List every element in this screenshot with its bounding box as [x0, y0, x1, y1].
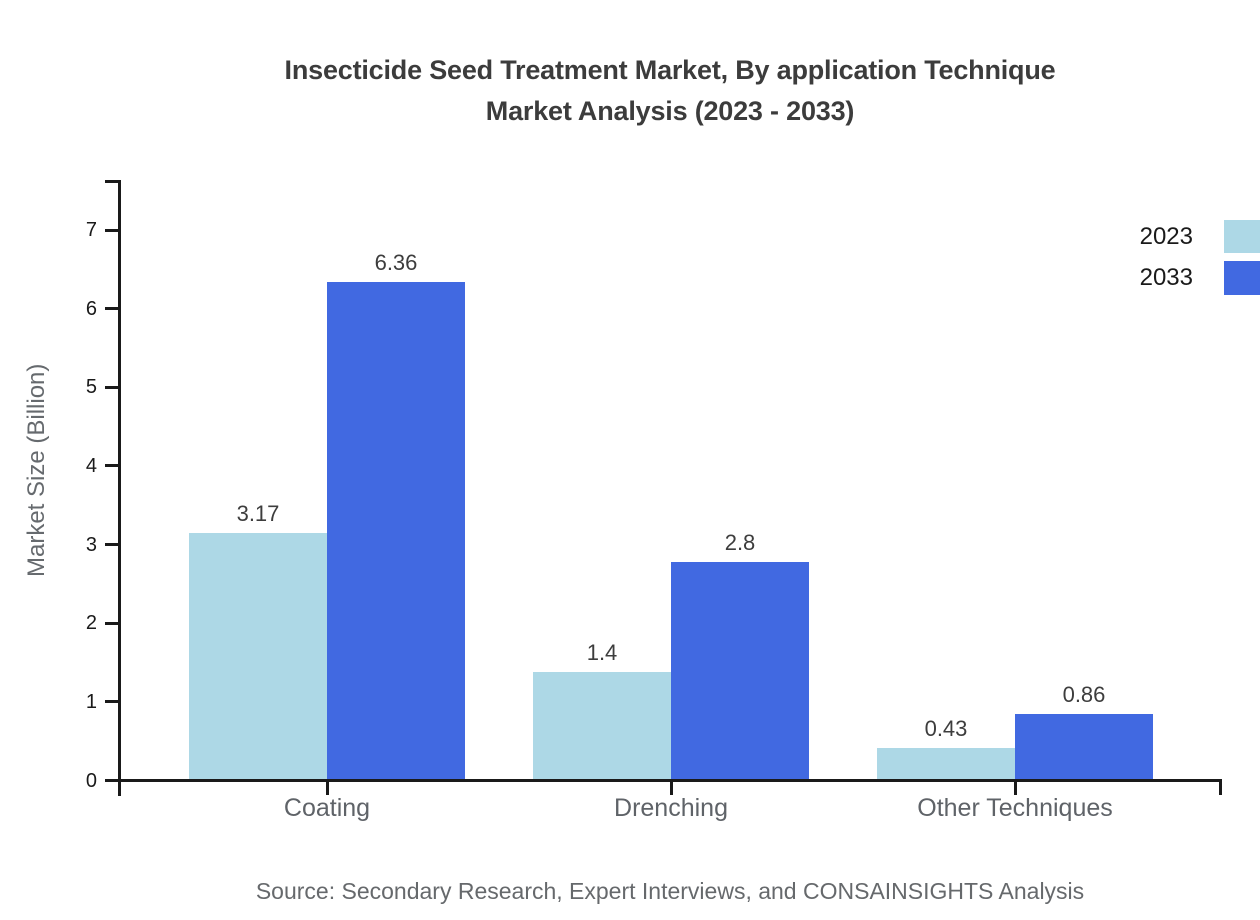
y-tick-0	[105, 779, 118, 782]
y-axis-end-cap	[105, 180, 118, 183]
y-tick-3	[105, 543, 118, 547]
bar-2023-drenching	[533, 671, 671, 782]
x-tick-coating	[325, 782, 329, 795]
bar-2033-drenching	[671, 561, 809, 782]
y-tick-5	[105, 385, 118, 389]
value-label-2023-drenching: 1.4	[586, 639, 618, 665]
bar-2023-other-techniques	[877, 748, 1015, 782]
y-tick-7	[105, 228, 118, 232]
x-axis-line	[118, 779, 1222, 782]
y-tick-label-6: 6	[85, 297, 97, 320]
value-label-2033-other-techniques: 0.86	[1062, 682, 1106, 708]
legend-label-2033: 2033	[1139, 264, 1193, 291]
y-tick-label-4: 4	[85, 454, 97, 477]
chart-title-line2: Market Analysis (2023 - 2033)	[485, 96, 855, 126]
y-axis-title: Market Size (Billion)	[23, 363, 50, 577]
bar-2023-coating	[189, 532, 327, 782]
chart-title-line1: Insecticide Seed Treatment Market, By ap…	[284, 55, 1056, 85]
x-tick-other-techniques	[1013, 782, 1017, 795]
legend-swatch-2033	[1224, 261, 1260, 295]
chart-title: Insecticide Seed Treatment Market, By ap…	[80, 50, 1260, 132]
y-axis-line	[118, 180, 121, 796]
category-label-other-techniques: Other Techniques	[917, 794, 1113, 822]
y-tick-2	[105, 621, 118, 625]
y-tick-label-0: 0	[85, 769, 97, 792]
y-tick-label-3: 3	[85, 533, 97, 556]
source-note: Source: Secondary Research, Expert Inter…	[255, 878, 1085, 904]
value-label-2033-drenching: 2.8	[724, 529, 756, 555]
legend-swatch-2023	[1224, 220, 1260, 253]
value-label-2033-coating: 6.36	[374, 249, 418, 275]
y-tick-4	[105, 464, 118, 468]
x-axis-end-cap	[1219, 779, 1222, 795]
category-label-coating: Coating	[283, 794, 371, 822]
value-label-2023-other-techniques: 0.43	[924, 716, 968, 742]
legend-label-2023: 2023	[1139, 223, 1193, 250]
x-tick-drenching	[669, 782, 673, 795]
y-tick-label-5: 5	[85, 376, 97, 399]
bar-2033-coating	[327, 281, 465, 782]
value-label-2023-coating: 3.17	[236, 500, 280, 526]
y-tick-label-7: 7	[85, 219, 97, 242]
y-tick-6	[105, 307, 118, 311]
y-tick-1	[105, 700, 118, 704]
y-tick-label-2: 2	[85, 612, 97, 635]
bar-2033-other-techniques	[1015, 714, 1153, 782]
category-label-drenching: Drenching	[614, 794, 728, 822]
y-tick-label-1: 1	[85, 690, 97, 713]
